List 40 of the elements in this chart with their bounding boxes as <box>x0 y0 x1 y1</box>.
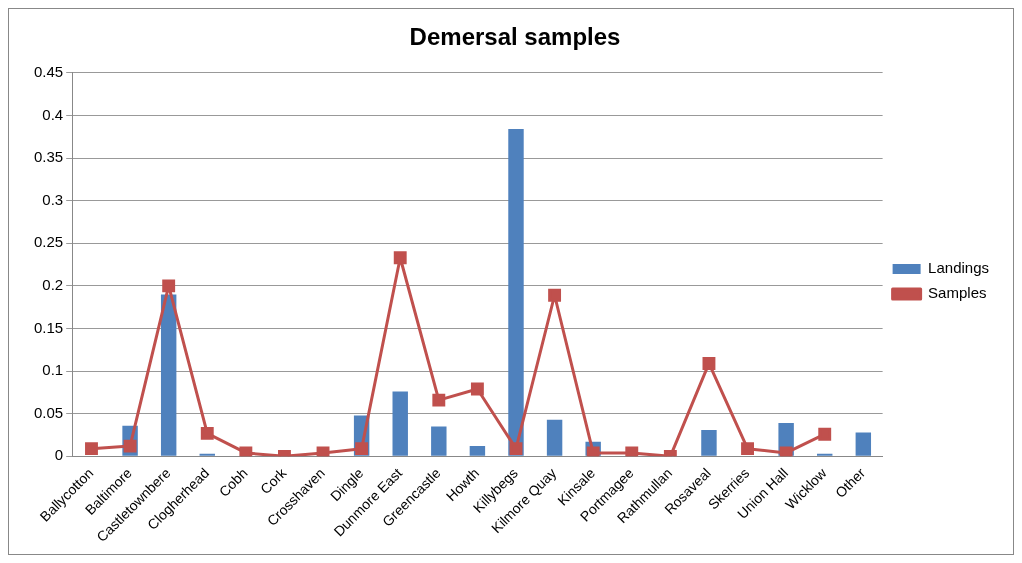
y-tick-label: 0.3 <box>42 190 64 208</box>
bar <box>160 294 177 456</box>
y-tick-label: 0.45 <box>33 62 64 80</box>
bar <box>199 453 215 456</box>
legend-label: Samples <box>928 284 987 302</box>
y-tick-label: 0.15 <box>33 318 64 336</box>
bar <box>701 429 717 456</box>
point <box>470 382 484 396</box>
point <box>779 446 793 457</box>
point <box>818 427 832 441</box>
point <box>239 446 253 457</box>
point <box>509 442 523 456</box>
bar <box>392 391 408 456</box>
point <box>586 446 600 457</box>
legend-label: Landings <box>928 259 989 277</box>
y-tick-label: 0.35 <box>33 148 64 166</box>
bar <box>508 129 524 456</box>
bar <box>817 453 833 456</box>
y-tick-label: 0.4 <box>42 105 64 123</box>
point <box>702 356 716 370</box>
y-tick-label: 0.05 <box>33 403 64 421</box>
chart-title: Demersal samples <box>409 23 621 51</box>
point <box>355 442 369 456</box>
point <box>625 446 639 457</box>
point <box>316 446 330 457</box>
point <box>85 442 98 456</box>
y-tick-label: 0.2 <box>42 276 64 294</box>
bar <box>469 446 486 456</box>
point <box>162 279 176 293</box>
bar <box>431 426 447 456</box>
y-tick-label: 0.25 <box>33 233 64 251</box>
point <box>432 393 446 407</box>
point <box>393 251 407 265</box>
point <box>548 288 562 302</box>
point <box>741 442 754 456</box>
point <box>200 426 214 440</box>
bar <box>855 432 872 456</box>
y-tick-label: 0.1 <box>42 361 64 379</box>
y-tick-label: 0 <box>54 446 64 464</box>
bar <box>546 419 563 456</box>
